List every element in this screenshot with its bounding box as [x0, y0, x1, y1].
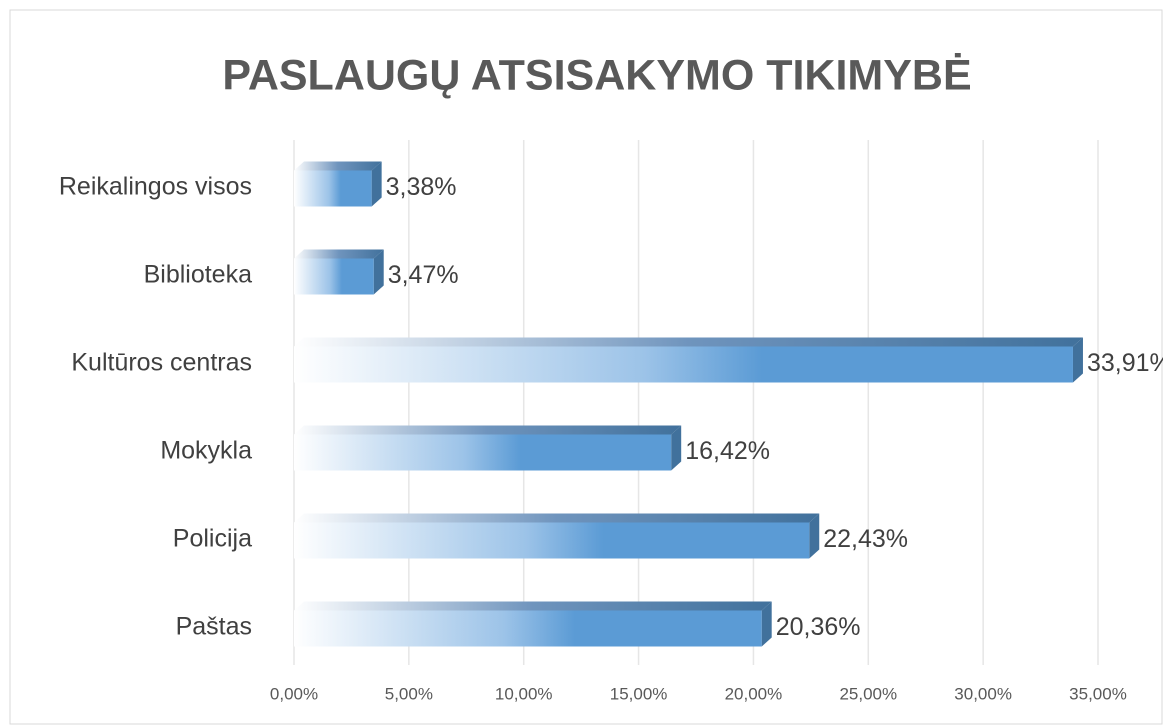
bar [294, 434, 672, 471]
data-label: 33,91% [1087, 349, 1163, 377]
x-tick-label: 25,00% [839, 684, 897, 703]
data-label: 22,43% [823, 525, 908, 553]
bar-top [294, 513, 820, 523]
y-tick-label: Policija [173, 525, 252, 553]
chart-title: PASLAUGŲ ATSISAKYMO TIKIMYBĖ [222, 51, 971, 99]
bar [294, 346, 1073, 383]
bar [294, 610, 762, 647]
data-label: 3,47% [388, 261, 459, 289]
data-label: 16,42% [685, 437, 770, 465]
bar-side [373, 249, 384, 295]
x-tick-label: 0,00% [270, 684, 318, 703]
x-tick-label: 10,00% [495, 684, 553, 703]
bar [294, 170, 372, 207]
bar-side [809, 513, 820, 559]
y-tick-label: Kultūros centras [71, 349, 252, 377]
data-label: 3,38% [386, 173, 457, 201]
bar [294, 258, 374, 295]
x-tick-label: 5,00% [385, 684, 433, 703]
y-tick-label: Mokykla [160, 437, 252, 465]
bar-side [1072, 337, 1083, 383]
x-tick-label: 30,00% [954, 684, 1012, 703]
bar-top [294, 425, 682, 435]
bar-side [671, 425, 682, 471]
data-label: 20,36% [776, 613, 861, 641]
bar-top [294, 601, 772, 611]
bar-top [294, 249, 384, 259]
x-tick-label: 15,00% [610, 684, 668, 703]
x-tick-label: 20,00% [725, 684, 783, 703]
y-tick-label: Reikalingos visos [59, 173, 252, 201]
x-tick-label: 35,00% [1069, 684, 1127, 703]
y-tick-label: Biblioteka [144, 261, 252, 289]
bar-side [371, 161, 382, 207]
bar-side [761, 601, 772, 647]
y-tick-label: Paštas [176, 613, 252, 641]
bar [294, 522, 810, 559]
bar-top [294, 337, 1083, 347]
bar-top [294, 161, 382, 171]
